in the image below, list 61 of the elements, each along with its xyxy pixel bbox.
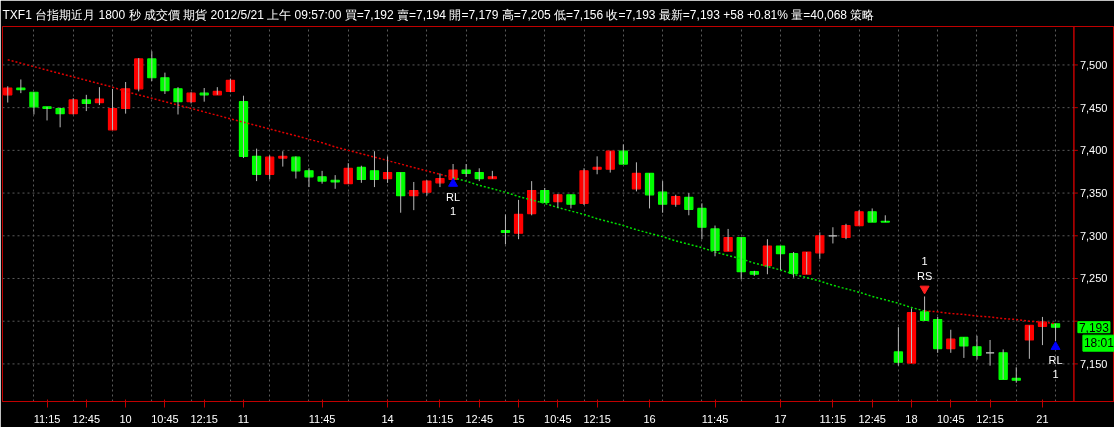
x-tick-label: 16 — [643, 412, 656, 425]
x-tick-label: 10:45 — [937, 412, 965, 425]
candlestick — [147, 50, 157, 82]
y-tick-label: 7,350 — [1079, 187, 1108, 200]
candlestick — [81, 94, 91, 112]
x-tick-label: 15 — [512, 412, 525, 425]
candlestick — [802, 251, 812, 275]
candlestick — [880, 214, 890, 223]
candlestick — [199, 87, 209, 103]
candlestick — [461, 163, 471, 178]
annotation: RL 1 — [1048, 353, 1063, 381]
x-tick-label: 11:45 — [701, 412, 729, 425]
text: 18:01 — [1083, 336, 1114, 351]
x-tick-label: 11:45 — [308, 412, 336, 425]
candlestick — [749, 270, 759, 277]
y-tick-label: 7,300 — [1079, 229, 1108, 242]
candlestick — [684, 192, 694, 216]
candlestick — [1011, 366, 1021, 384]
x-tick-label: 21 — [1036, 412, 1049, 425]
x-tick-label: 11:15 — [819, 412, 847, 425]
y-tick-label: 7,450 — [1079, 101, 1108, 114]
candlestick — [369, 150, 380, 188]
y-tick-label: 7,150 — [1079, 357, 1108, 370]
x-tick-label: 12:45 — [72, 412, 101, 425]
candlestick — [487, 170, 498, 180]
x-tick-label: 18 — [905, 412, 918, 425]
x-tick-label: 12:45 — [858, 412, 886, 425]
x-tick-label: 12:15 — [976, 412, 1004, 425]
y-tick-label: 7,400 — [1079, 144, 1108, 157]
annotation: 1 RS — [916, 255, 933, 282]
candlestick — [815, 231, 825, 260]
y-tick-label: 7,500 — [1079, 58, 1108, 71]
x-tick-label: 12:15 — [190, 412, 218, 425]
candlestick — [42, 106, 52, 121]
candlestick — [566, 194, 576, 209]
candlestick — [94, 86, 105, 106]
text: 7,193 — [1078, 320, 1110, 335]
candlestick — [946, 329, 956, 354]
candlestick — [500, 213, 511, 245]
x-tick-label: 12:45 — [465, 412, 494, 425]
chart-title: TXF1 台指期近月 1800 秒 成交價 期貨 2012/5/21 上午 09:57:00 買=7,192 賣=7,194 開=7,179 高=7,205 低=7,156 收=7,193 最新=7,193 +58 +0.81% 量=40,068 策略 — [2, 7, 875, 22]
candlestick — [16, 78, 26, 94]
x-tick-label: 11 — [237, 412, 250, 425]
x-tick-label: 14 — [381, 412, 394, 425]
candlestick — [330, 174, 340, 190]
x-tick-label: 17 — [774, 412, 787, 425]
y-tick-label: 7,250 — [1079, 272, 1108, 285]
candlestick — [553, 193, 563, 209]
x-tick-label: 10:45 — [151, 412, 179, 425]
x-tick-label: 11:15 — [426, 412, 454, 425]
candlestick — [278, 150, 288, 168]
annotation: RL 1 — [446, 190, 461, 218]
x-tick-label: 11:15 — [33, 412, 61, 425]
candlestick — [775, 245, 786, 271]
candlestick — [867, 207, 877, 223]
x-tick-label: 10:45 — [544, 412, 572, 425]
x-tick-label: 12:15 — [583, 412, 611, 425]
x-tick-label: 10 — [119, 412, 132, 425]
candlestick — [893, 326, 904, 367]
candlestick — [1050, 323, 1061, 342]
candlestick — [998, 348, 1008, 380]
